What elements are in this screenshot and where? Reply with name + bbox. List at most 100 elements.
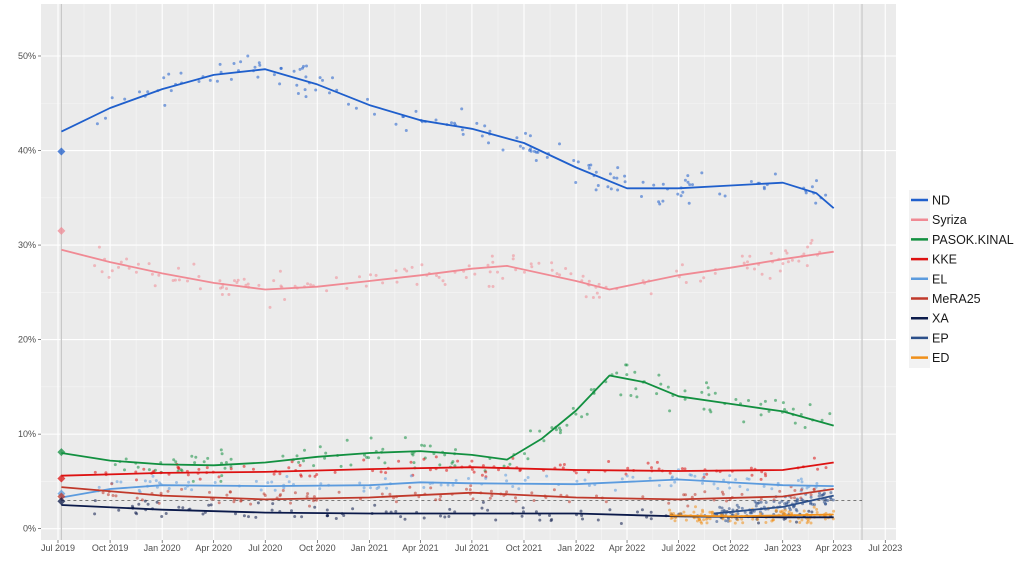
poll-point-syriza (395, 280, 399, 284)
poll-point-nd (606, 185, 610, 189)
poll-point-pasok.kinal (747, 399, 750, 402)
poll-point-pasok.kinal (206, 456, 210, 460)
poll-point-nd (521, 146, 525, 150)
poll-point-xa (757, 521, 760, 525)
poll-point-mera25 (180, 487, 184, 491)
poll-point-kke (333, 470, 337, 474)
poll-point-kke (587, 470, 591, 474)
poll-point-ep (724, 519, 728, 523)
poll-point-xa (520, 514, 524, 518)
poll-point-syriza (244, 283, 248, 287)
poll-point-xa (242, 514, 246, 518)
poll-point-nd (679, 194, 683, 198)
poll-point-kke (562, 463, 566, 466)
poll-point-el (728, 474, 732, 478)
x-tick-label: Jan 2023 (764, 543, 801, 553)
poll-point-syriza (597, 295, 601, 299)
poll-point-nd (686, 180, 690, 184)
poll-point-el (722, 478, 726, 482)
poll-point-xa (134, 511, 138, 515)
poll-point-pasok.kinal (202, 460, 206, 464)
poll-point-syriza (511, 257, 515, 261)
poll-point-ep (759, 500, 763, 504)
poll-point-syriza (437, 275, 441, 279)
poll-point-nd (302, 64, 305, 68)
poll-point-syriza (420, 263, 424, 267)
poll-point-nd (640, 195, 643, 198)
poll-point-nd (218, 62, 222, 66)
poll-point-nd (331, 76, 334, 80)
poll-point-kke (816, 467, 820, 471)
poll-point-mera25 (532, 499, 536, 502)
poll-point-kke (272, 472, 276, 476)
poll-point-nd (480, 134, 484, 138)
poll-point-mera25 (140, 498, 144, 502)
election-result-nd (57, 147, 66, 156)
poll-point-kke (657, 467, 661, 471)
poll-point-el (319, 482, 323, 486)
poll-point-pasok.kinal (324, 451, 328, 455)
poll-point-mera25 (505, 490, 509, 494)
poll-point-pasok.kinal (619, 393, 623, 397)
poll-point-nd (612, 176, 616, 180)
poll-point-xa (608, 508, 612, 512)
poll-point-nd (279, 66, 283, 70)
poll-point-nd (528, 134, 532, 138)
poll-point-syriza (587, 279, 591, 283)
trend-line-el (61, 478, 834, 499)
poll-point-syriza (150, 272, 154, 276)
poll-point-nd (594, 170, 598, 174)
poll-point-kke (135, 478, 138, 482)
poll-point-el (137, 488, 141, 492)
poll-point-el (148, 480, 152, 484)
poll-point-nd (258, 63, 262, 67)
poll-point-mera25 (778, 489, 782, 493)
trend-line-mera25 (61, 486, 834, 501)
poll-point-el (648, 476, 652, 480)
poll-point-kke (481, 464, 485, 468)
poll-point-nd (686, 174, 690, 178)
poll-point-pasok.kinal (443, 453, 447, 457)
poll-point-kke (252, 467, 255, 471)
poll-point-el (167, 487, 171, 490)
x-tick-label: Apr 2022 (609, 543, 646, 553)
poll-point-pasok.kinal (377, 456, 381, 460)
poll-point-kke (511, 456, 515, 460)
poll-point-nd (536, 150, 540, 154)
trend-line-ep (713, 494, 834, 515)
poll-point-xa (93, 512, 97, 516)
poll-point-el (517, 487, 521, 491)
poll-point-pasok.kinal (705, 381, 708, 385)
poll-point-pasok.kinal (734, 398, 738, 401)
poll-point-syriza (529, 262, 533, 266)
poll-point-syriza (443, 283, 447, 286)
poll-point-xa (534, 510, 538, 514)
poll-point-pasok.kinal (538, 429, 542, 433)
poll-point-xa (439, 514, 442, 518)
legend-label-mera25: MeRA25 (932, 292, 981, 306)
poll-point-kke (650, 466, 653, 470)
poll-point-el (504, 473, 508, 477)
poll-point-xa (164, 512, 168, 515)
poll-point-syriza (374, 273, 378, 277)
poll-point-xa (209, 503, 213, 507)
legend-label-el: EL (932, 272, 947, 286)
poll-point-pasok.kinal (633, 370, 637, 374)
poll-point-kke (362, 458, 366, 462)
poll-point-ep (772, 500, 776, 503)
poll-point-nd (487, 141, 490, 145)
x-tick-label: Jan 2020 (144, 543, 181, 553)
poll-point-mera25 (159, 491, 163, 495)
poll-point-xa (480, 506, 484, 510)
poll-point-kke (824, 466, 828, 470)
legend-label-ed: ED (932, 351, 949, 365)
poll-point-kke (242, 464, 246, 468)
poll-point-kke (186, 473, 190, 477)
poll-point-syriza (309, 283, 313, 287)
poll-point-nd (529, 147, 532, 151)
poll-point-nd (532, 149, 536, 153)
poll-point-syriza (810, 238, 814, 242)
poll-point-mera25 (604, 500, 608, 504)
poll-point-el (505, 479, 509, 483)
poll-point-mera25 (306, 492, 310, 496)
